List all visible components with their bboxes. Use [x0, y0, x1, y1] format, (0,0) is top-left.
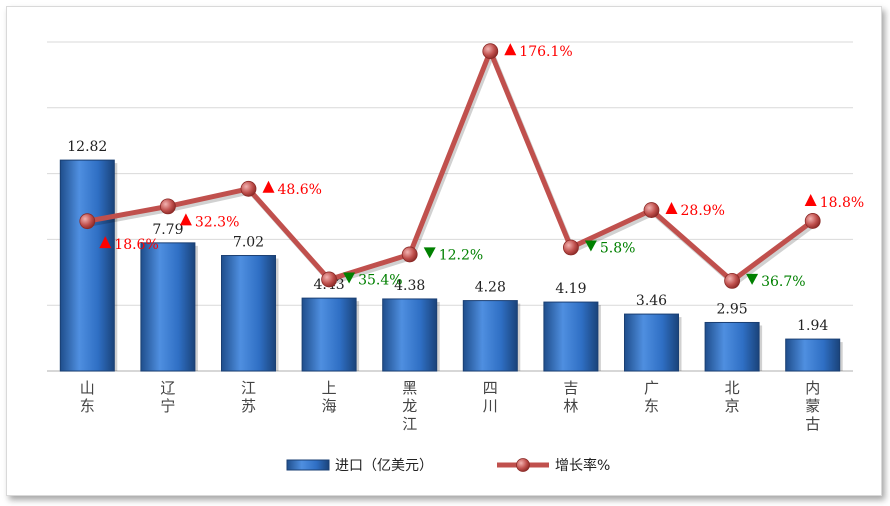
x-tick-label: 辽宁 — [160, 379, 175, 415]
up-arrow-icon — [665, 202, 678, 215]
legend: 进口（亿美元） 增长率% — [286, 457, 610, 474]
legend-import-label: 进口（亿美元） — [335, 458, 433, 474]
growth-rate-label: 18.8% — [820, 195, 864, 211]
bar — [785, 338, 841, 372]
bars-group — [59, 159, 843, 372]
legend-marker-swatch — [516, 458, 530, 472]
bar — [140, 242, 196, 372]
bar — [462, 300, 518, 372]
growth-marker — [321, 271, 338, 288]
bar-value-label: 4.28 — [475, 280, 506, 296]
growth-rate-label: 5.8% — [600, 241, 636, 257]
growth-rate-label: 35.4% — [358, 272, 402, 288]
bar — [382, 298, 438, 372]
up-arrow-icon — [804, 193, 817, 206]
up-arrow-icon — [262, 180, 275, 193]
x-tick-label: 黑龙江 — [402, 379, 417, 433]
bar-value-label: 3.46 — [636, 293, 667, 309]
import-growth-chart: 12.827.797.024.434.384.284.193.462.951.9… — [47, 41, 864, 474]
down-arrow-icon — [746, 273, 759, 285]
bar-value-label: 4.19 — [555, 281, 586, 297]
x-tick-labels: 山东 辽宁 江苏 上海 黑龙江 四川 吉林 广东 北京 内蒙古 — [80, 379, 820, 433]
legend-bar-swatch — [286, 459, 330, 471]
bar — [704, 321, 760, 372]
x-tick-label: 北京 — [725, 379, 740, 415]
growth-labels: 18.6% 32.3% 48.6% 35.4% 12.2% 176.1% 5.8% 28.9%… — [99, 43, 864, 290]
x-tick-label: 广东 — [644, 379, 659, 415]
growth-marker — [482, 43, 499, 60]
growth-marker — [159, 198, 176, 215]
bar-value-label: 7.79 — [152, 222, 183, 238]
growth-marker — [79, 213, 96, 230]
x-tick-label: 吉林 — [563, 379, 578, 415]
growth-line-group — [79, 43, 821, 289]
growth-rate-label: 18.6% — [114, 237, 158, 253]
bar — [221, 255, 276, 372]
growth-marker — [401, 246, 418, 263]
up-arrow-icon — [504, 43, 517, 56]
down-arrow-icon — [423, 247, 436, 259]
bar — [543, 301, 599, 372]
growth-marker — [804, 213, 821, 229]
growth-rate-label: 36.7% — [761, 274, 805, 290]
bar — [624, 313, 679, 372]
up-arrow-icon — [99, 236, 112, 249]
bar-value-labels: 12.827.797.024.434.384.284.193.462.951.9… — [67, 139, 828, 334]
legend-growth-label: 增长率% — [555, 457, 610, 474]
growth-marker — [240, 180, 257, 197]
x-tick-label: 上海 — [322, 379, 337, 415]
x-tick-label: 江苏 — [241, 379, 256, 415]
growth-rate-label: 28.9% — [681, 203, 725, 219]
up-arrow-icon — [179, 213, 192, 226]
x-tick-label: 内蒙古 — [805, 379, 820, 433]
growth-rate-label: 32.3% — [195, 214, 239, 230]
down-arrow-icon — [343, 272, 356, 284]
growth-rate-label: 48.6% — [278, 182, 322, 198]
bar-value-label: 1.94 — [797, 318, 828, 334]
growth-marker — [724, 272, 740, 289]
growth-rate-label: 176.1% — [519, 44, 572, 60]
bar-value-label: 7.02 — [233, 235, 264, 251]
growth-marker — [563, 239, 579, 256]
bar — [59, 159, 115, 372]
bar — [301, 297, 357, 372]
x-tick-label: 山东 — [80, 379, 95, 415]
growth-marker — [643, 202, 660, 218]
bar-value-label: 2.95 — [717, 301, 748, 317]
down-arrow-icon — [584, 240, 597, 252]
chart-frame: 12.827.797.024.434.384.284.193.462.951.9… — [6, 6, 882, 496]
bar-value-label: 4.38 — [394, 278, 425, 294]
growth-line — [86, 48, 815, 284]
x-tick-label: 四川 — [483, 379, 498, 415]
bar-value-label: 12.82 — [67, 139, 107, 155]
growth-rate-label: 12.2% — [439, 247, 483, 263]
